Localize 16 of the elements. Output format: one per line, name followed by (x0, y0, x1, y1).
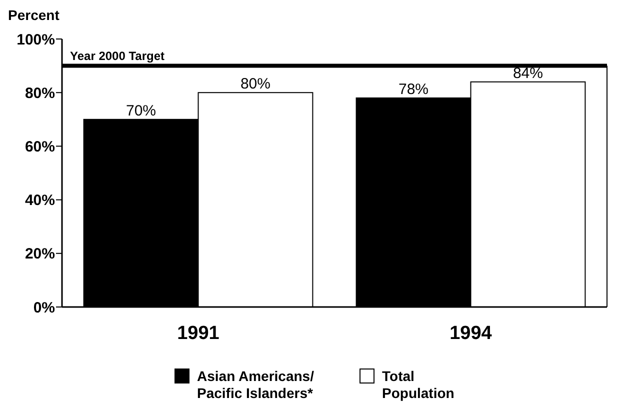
y-axis-title: Percent (8, 7, 60, 23)
x-tick-label: 1994 (450, 323, 492, 344)
data-label: 84% (512, 64, 543, 82)
data-label: 78% (398, 80, 429, 98)
y-tick-label: 80% (24, 84, 55, 102)
y-tick-label: 0% (33, 299, 55, 316)
legend-label: Asian Americans/ Pacific Islanders* (197, 368, 314, 401)
y-tick-label: 100% (16, 31, 55, 48)
x-tick-label: 1991 (177, 323, 220, 344)
data-label: 70% (126, 102, 156, 120)
ref-line-label: Year 2000 Target (70, 48, 165, 63)
data-label: 80% (240, 76, 270, 93)
y-tick-label: 40% (24, 192, 55, 210)
y-tick-label: 60% (24, 138, 55, 156)
y-tick-label: 20% (24, 246, 55, 263)
legend-label: Total Population (382, 368, 454, 401)
